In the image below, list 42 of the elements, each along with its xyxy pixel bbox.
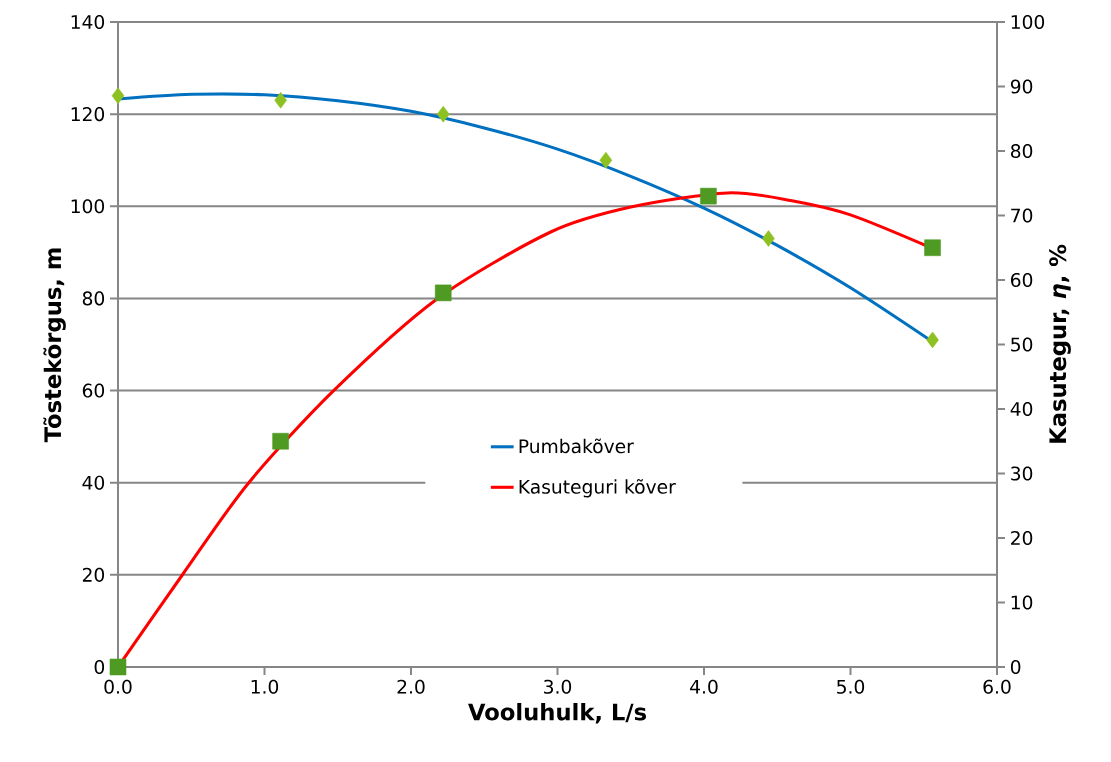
x-tick-label: 0.0 bbox=[104, 679, 132, 694]
point bbox=[109, 658, 127, 676]
y-tick-label: 140 bbox=[71, 14, 105, 30]
legend-label: Pumbakõver bbox=[519, 438, 634, 454]
x-tick-label: 3.0 bbox=[544, 679, 572, 694]
point bbox=[599, 151, 613, 169]
y2-tick-label: 60 bbox=[1011, 272, 1033, 288]
x-tick-label: 1.0 bbox=[251, 679, 279, 694]
y-tick-label: 80 bbox=[82, 291, 105, 306]
x-tick-label: 4.0 bbox=[690, 679, 718, 694]
point bbox=[434, 284, 452, 302]
y2-axis-title: Kasutegur, η, % bbox=[1049, 244, 1071, 443]
y-tick-label: 60 bbox=[82, 383, 105, 398]
point bbox=[272, 432, 289, 450]
y2-tick-label: 100 bbox=[1011, 14, 1045, 30]
y2-tick-label: 80 bbox=[1010, 143, 1033, 159]
y-tick-label: 100 bbox=[71, 199, 105, 214]
y2-tick-label: 10 bbox=[1011, 595, 1033, 610]
point bbox=[924, 239, 941, 256]
x-tick-label: 2.0 bbox=[397, 679, 425, 694]
y-tick-label: 0 bbox=[94, 659, 105, 675]
y2-tick-label: 70 bbox=[1011, 208, 1033, 223]
point bbox=[926, 331, 939, 349]
y2-tick-label: 90 bbox=[1010, 79, 1033, 94]
y-tick-label: 20 bbox=[82, 567, 105, 582]
point bbox=[111, 87, 125, 104]
point bbox=[700, 187, 717, 205]
x-tick-label: 6.0 bbox=[983, 679, 1011, 694]
point bbox=[436, 105, 450, 123]
legend-label: Kasuteguri kõver bbox=[519, 479, 676, 498]
x-axis-title: Vooluhulk, L/s bbox=[468, 702, 647, 724]
y-tick-label: 120 bbox=[71, 107, 105, 122]
y2-tick-label: 40 bbox=[1010, 401, 1033, 417]
x-tick-label: 5.0 bbox=[837, 679, 865, 694]
y2-tick-label: 30 bbox=[1011, 466, 1033, 481]
y-tick-label: 40 bbox=[82, 475, 105, 490]
y2-tick-label: 50 bbox=[1011, 337, 1033, 352]
point bbox=[762, 230, 775, 247]
point bbox=[274, 92, 287, 109]
y2-tick-label: 0 bbox=[1010, 659, 1021, 675]
y2-tick-label: 20 bbox=[1011, 530, 1033, 546]
y-axis-title: Tõstekõrgus, m bbox=[43, 248, 66, 443]
